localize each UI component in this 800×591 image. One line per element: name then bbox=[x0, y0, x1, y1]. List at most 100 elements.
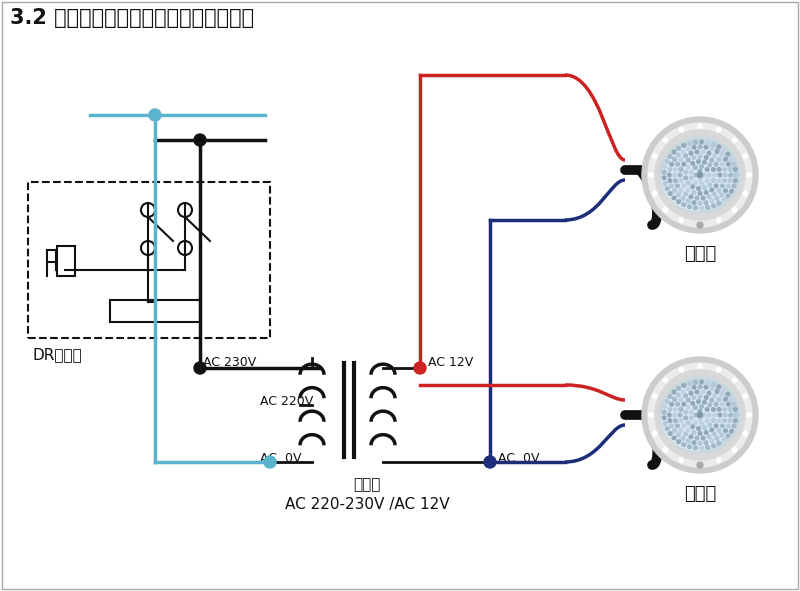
Circle shape bbox=[679, 428, 683, 432]
Circle shape bbox=[718, 179, 721, 183]
Circle shape bbox=[698, 441, 702, 445]
Circle shape bbox=[684, 416, 687, 420]
Circle shape bbox=[653, 191, 657, 196]
Circle shape bbox=[677, 200, 680, 203]
Circle shape bbox=[668, 155, 672, 158]
Circle shape bbox=[686, 387, 690, 391]
Circle shape bbox=[706, 446, 710, 449]
Circle shape bbox=[697, 400, 700, 404]
Circle shape bbox=[729, 413, 733, 417]
Circle shape bbox=[698, 202, 702, 205]
Circle shape bbox=[706, 206, 710, 209]
Circle shape bbox=[720, 393, 723, 397]
Circle shape bbox=[734, 408, 738, 411]
Circle shape bbox=[663, 378, 667, 382]
Circle shape bbox=[726, 194, 730, 197]
Circle shape bbox=[707, 151, 710, 155]
Circle shape bbox=[681, 197, 685, 200]
Circle shape bbox=[711, 178, 715, 182]
Circle shape bbox=[747, 413, 751, 417]
Circle shape bbox=[732, 424, 736, 428]
Circle shape bbox=[700, 206, 703, 210]
Circle shape bbox=[670, 424, 674, 428]
Circle shape bbox=[682, 402, 686, 406]
Circle shape bbox=[662, 410, 666, 414]
Circle shape bbox=[684, 170, 687, 174]
Circle shape bbox=[715, 197, 719, 200]
Circle shape bbox=[688, 382, 691, 385]
Circle shape bbox=[484, 456, 496, 468]
Circle shape bbox=[677, 440, 680, 443]
Circle shape bbox=[679, 189, 683, 192]
Circle shape bbox=[670, 402, 674, 406]
Circle shape bbox=[686, 398, 690, 402]
Circle shape bbox=[698, 170, 702, 173]
Circle shape bbox=[698, 124, 702, 128]
Circle shape bbox=[666, 160, 669, 163]
Circle shape bbox=[715, 437, 719, 440]
Circle shape bbox=[704, 145, 708, 149]
Circle shape bbox=[722, 419, 726, 423]
Circle shape bbox=[673, 189, 676, 193]
Circle shape bbox=[710, 439, 714, 443]
Circle shape bbox=[706, 168, 709, 171]
Circle shape bbox=[694, 413, 698, 417]
Circle shape bbox=[710, 398, 714, 402]
Circle shape bbox=[724, 398, 727, 401]
Circle shape bbox=[702, 436, 705, 440]
Circle shape bbox=[717, 368, 721, 372]
Circle shape bbox=[726, 163, 730, 166]
Circle shape bbox=[686, 147, 690, 151]
Circle shape bbox=[667, 413, 671, 417]
Circle shape bbox=[717, 202, 721, 205]
Circle shape bbox=[720, 193, 723, 197]
Circle shape bbox=[718, 167, 721, 171]
Circle shape bbox=[682, 384, 686, 387]
Circle shape bbox=[655, 370, 745, 460]
Circle shape bbox=[670, 184, 674, 187]
Circle shape bbox=[676, 163, 679, 166]
Text: 水下灯: 水下灯 bbox=[684, 485, 716, 503]
Circle shape bbox=[697, 222, 703, 228]
Circle shape bbox=[668, 395, 672, 398]
Circle shape bbox=[677, 193, 680, 197]
Circle shape bbox=[663, 138, 667, 142]
Circle shape bbox=[692, 155, 696, 160]
Circle shape bbox=[704, 396, 708, 400]
Circle shape bbox=[682, 424, 686, 428]
Circle shape bbox=[722, 148, 726, 152]
Bar bbox=[57, 246, 75, 276]
Circle shape bbox=[700, 446, 703, 450]
Circle shape bbox=[677, 433, 680, 437]
Circle shape bbox=[698, 410, 702, 413]
Circle shape bbox=[674, 419, 678, 423]
Circle shape bbox=[724, 429, 727, 433]
Text: AC  0V: AC 0V bbox=[498, 452, 539, 465]
Circle shape bbox=[743, 431, 747, 436]
Circle shape bbox=[733, 138, 737, 142]
Circle shape bbox=[706, 141, 710, 144]
Circle shape bbox=[706, 381, 710, 384]
Bar bbox=[110, 300, 200, 322]
Circle shape bbox=[679, 368, 683, 372]
Circle shape bbox=[676, 184, 679, 187]
Circle shape bbox=[700, 405, 703, 408]
Circle shape bbox=[710, 387, 714, 391]
Circle shape bbox=[666, 187, 669, 190]
Circle shape bbox=[698, 413, 702, 417]
Circle shape bbox=[702, 186, 706, 190]
Circle shape bbox=[713, 193, 716, 196]
Circle shape bbox=[655, 130, 745, 220]
Circle shape bbox=[728, 178, 732, 182]
Circle shape bbox=[730, 189, 734, 193]
Circle shape bbox=[702, 400, 706, 404]
Circle shape bbox=[708, 183, 712, 187]
Circle shape bbox=[663, 165, 667, 168]
Circle shape bbox=[673, 158, 676, 161]
Circle shape bbox=[704, 201, 708, 204]
Circle shape bbox=[733, 207, 737, 212]
Circle shape bbox=[673, 413, 677, 417]
Circle shape bbox=[679, 158, 683, 161]
Circle shape bbox=[717, 398, 721, 401]
Circle shape bbox=[672, 150, 676, 154]
